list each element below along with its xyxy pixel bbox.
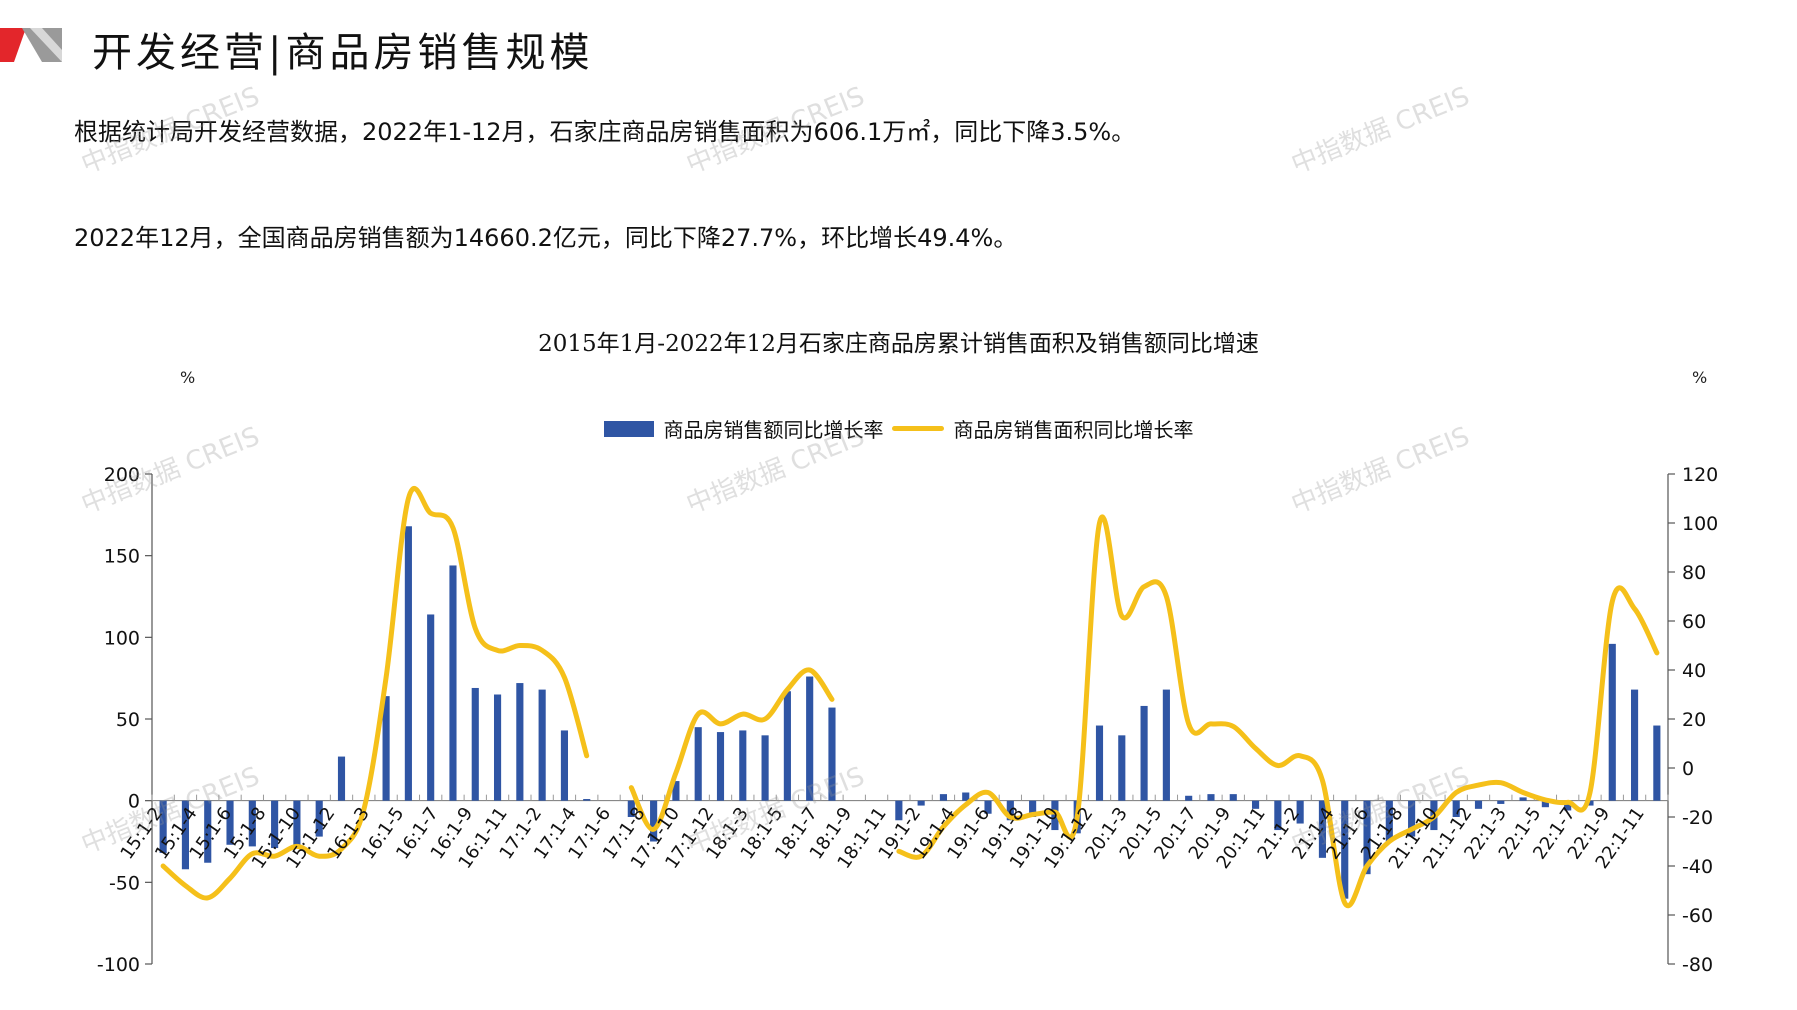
bar-sales-amount: [694, 727, 702, 801]
legend-item-sales-amount: 商品房销售额同比增长率: [603, 414, 884, 443]
summary-paragraph-sales-area: 根据统计局开发经营数据，2022年1-12月，石家庄商品房销售面积为606.1万…: [74, 118, 1136, 146]
page-title: 开发经营|商品房销售规模: [92, 30, 594, 76]
left-axis-tick-label: 100: [104, 627, 140, 649]
bar-sales-amount: [1296, 800, 1304, 824]
bar-sales-amount: [1051, 800, 1059, 831]
bar-sales-amount: [1229, 794, 1237, 801]
bar-sales-amount: [1541, 800, 1549, 808]
right-axis-unit: %: [1692, 368, 1708, 387]
bar-sales-amount: [962, 792, 970, 801]
right-axis-tick-label: 0: [1682, 758, 1694, 780]
legend-swatch-line-icon: [891, 426, 944, 431]
bar-sales-amount: [1519, 797, 1527, 801]
chart-title: 2015年1月-2022年12月石家庄商品房累计销售面积及销售额同比增速: [538, 331, 1259, 357]
bar-sales-amount: [516, 683, 524, 801]
bar-sales-amount: [1497, 800, 1505, 804]
bar-sales-amount: [181, 800, 190, 870]
bar-sales-amount: [627, 800, 635, 817]
bar-sales-amount: [248, 800, 256, 847]
right-axis-tick-label: 100: [1682, 513, 1718, 535]
right-axis-tick-label: 40: [1682, 660, 1706, 682]
right-axis-tick-label: 20: [1682, 709, 1706, 731]
bar-sales-amount: [806, 676, 814, 801]
bar-sales-amount: [1653, 725, 1661, 801]
bar-sales-amount: [939, 794, 948, 801]
bar-sales-amount: [493, 694, 502, 801]
bar-sales-amount: [1095, 725, 1104, 801]
bar-sales-amount: [404, 526, 412, 801]
bar-sales-amount: [1274, 800, 1282, 831]
bar-sales-amount: [1118, 735, 1126, 801]
bar-sales-amount: [1318, 800, 1327, 858]
bar-sales-amount: [204, 800, 212, 863]
legend-label-sales-amount: 商品房销售额同比增长率: [663, 418, 884, 442]
bar-sales-amount: [1474, 800, 1483, 809]
line-sales-area: [896, 514, 1660, 909]
bar-sales-amount: [1452, 800, 1460, 817]
bar-sales-amount: [1207, 794, 1215, 801]
legend-item-sales-area: 商品房销售面积同比增长率: [891, 414, 1194, 443]
bar-sales-amount: [471, 687, 479, 801]
bar-sales-amount: [739, 730, 747, 801]
bar-sales-amount: [560, 730, 569, 801]
bar-sales-amount: [583, 799, 591, 801]
bar-sales-amount: [382, 696, 390, 801]
right-axis-tick-label: 80: [1682, 562, 1706, 584]
bar-sales-amount: [761, 735, 769, 801]
bar-sales-amount: [1586, 800, 1594, 806]
bar-sales-amount: [1564, 800, 1572, 811]
left-axis-tick-label: -50: [109, 872, 140, 894]
bar-sales-amount: [271, 800, 279, 849]
legend-label-sales-area: 商品房销售面积同比增长率: [953, 418, 1194, 442]
bar-sales-amount: [1341, 800, 1349, 899]
line-sales-area: [628, 667, 835, 832]
bar-sales-amount: [1162, 689, 1170, 801]
bar-sales-amount: [672, 781, 680, 801]
left-axis-tick-label: 50: [116, 709, 140, 731]
bar-sales-amount: [917, 800, 925, 806]
bar-sales-amount: [828, 707, 836, 801]
legend-swatch-bar-icon: [603, 420, 654, 437]
bar-sales-amount: [1408, 800, 1416, 837]
bar-sales-amount: [337, 756, 346, 801]
bar-sales-amount: [984, 800, 992, 814]
right-axis-tick-label: -60: [1682, 905, 1713, 927]
right-axis-tick-label: -80: [1682, 954, 1713, 976]
bar-sales-amount: [1251, 800, 1260, 809]
bar-sales-amount: [1140, 705, 1148, 801]
bar-sales-amount: [159, 800, 167, 853]
bar-sales-amount: [716, 732, 725, 801]
bar-sales-amount: [1006, 800, 1014, 821]
bar-sales-amount: [1363, 800, 1371, 875]
left-axis-tick-label: 150: [104, 546, 140, 568]
bar-sales-amount: [1630, 689, 1639, 801]
summary-paragraph-national-sales: 2022年12月，全国商品房销售额为14660.2亿元，同比下降27.7%，环比…: [74, 224, 1018, 252]
bar-sales-amount: [895, 800, 903, 821]
bar-sales-amount: [1608, 643, 1616, 801]
right-axis-tick-label: 120: [1682, 464, 1718, 486]
bar-sales-amount: [1185, 795, 1193, 801]
chart-legend: 商品房销售额同比增长率 商品房销售面积同比增长率: [0, 414, 1797, 443]
bar-sales-amount: [1029, 800, 1037, 817]
line-sales-area: [160, 486, 590, 901]
left-axis-tick-label: 0: [128, 791, 140, 813]
left-axis-unit: %: [180, 368, 196, 387]
bar-sales-amount: [783, 691, 791, 801]
right-axis-tick-label: -20: [1682, 807, 1713, 829]
left-axis-tick-label: -100: [97, 954, 140, 976]
brand-logo-icon: [0, 28, 62, 62]
bar-sales-amount: [449, 565, 457, 801]
bar-sales-amount: [226, 800, 234, 845]
bar-sales-amount: [650, 800, 658, 842]
right-axis-tick-label: -40: [1682, 856, 1713, 878]
bar-sales-amount: [1385, 800, 1393, 842]
right-axis-tick-label: 60: [1682, 611, 1706, 633]
left-axis-tick-label: 200: [104, 464, 140, 486]
bar-sales-amount: [538, 689, 546, 801]
bar-sales-amount: [293, 800, 301, 847]
bar-sales-amount: [427, 614, 435, 801]
bar-sales-amount: [315, 800, 323, 837]
